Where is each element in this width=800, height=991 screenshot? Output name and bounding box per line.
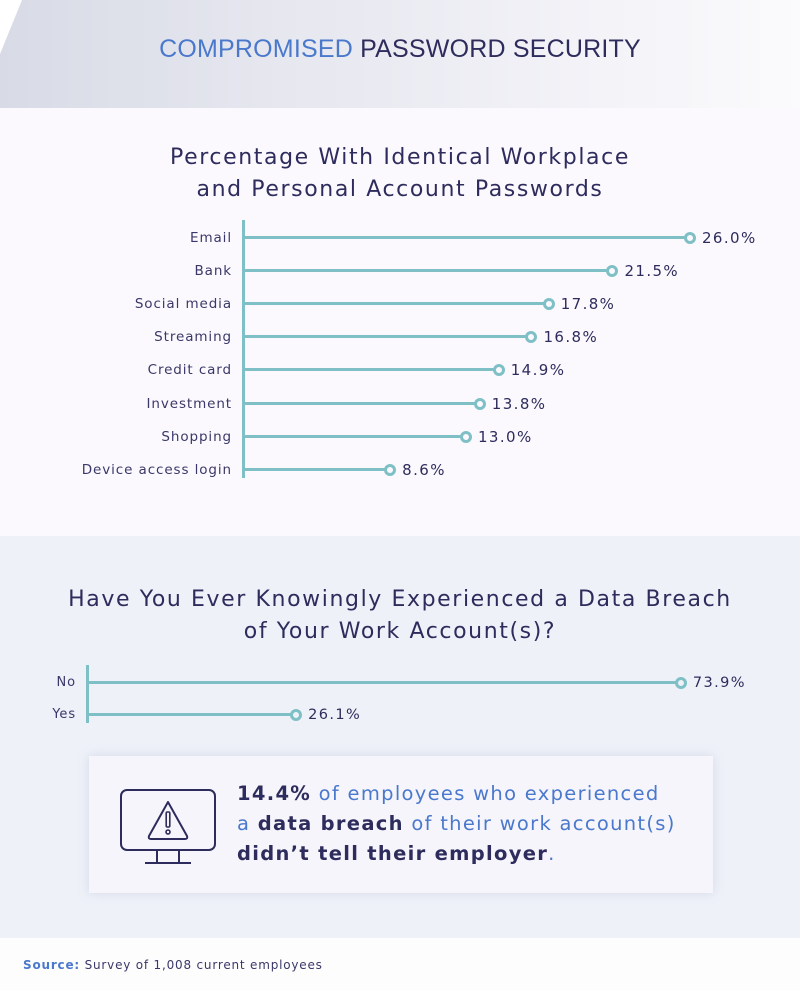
callout-text2b: of their work account(s) xyxy=(403,812,676,835)
callout-line1: 14.4% of employees who experienced xyxy=(237,779,697,809)
source-text: Survey of 1,008 current employees xyxy=(80,958,323,972)
callout-text2a: a xyxy=(237,812,258,835)
footer: Source: Survey of 1,008 current employee… xyxy=(0,938,800,991)
bar-end-marker xyxy=(492,364,505,377)
bar-end-marker xyxy=(384,463,397,476)
bar-category-label: No xyxy=(56,675,76,690)
bar-end-marker xyxy=(473,397,486,410)
chart-axis xyxy=(86,665,89,723)
bar-value-label: 14.9% xyxy=(510,361,566,380)
callout-bold-didnt-tell: didn’t tell their employer xyxy=(237,842,549,865)
header-banner: COMPROMISED PASSWORD SECURITY xyxy=(0,0,800,108)
bar-line xyxy=(242,236,690,239)
chart-bar-row: Credit card 14.9% xyxy=(0,360,800,380)
bar-category-label: Bank xyxy=(194,263,232,280)
chart1-title-line1: Percentage With Identical Workplace xyxy=(170,145,630,170)
callout-stat: 14.4% xyxy=(237,782,312,805)
monitor-warning-icon xyxy=(120,789,216,864)
callout-line2: a data breach of their work account(s) xyxy=(237,809,697,839)
chart1-title-line2: and Personal Account Passwords xyxy=(196,177,604,202)
chart-bar-row: Bank 21.5% xyxy=(0,261,800,281)
bar-end-marker xyxy=(459,430,472,443)
page-title-accent: COMPROMISED xyxy=(159,35,353,63)
bar-end-marker xyxy=(542,298,555,311)
callout-text3: . xyxy=(548,842,556,865)
bar-end-marker xyxy=(674,677,687,689)
bar-category-label: Credit card xyxy=(147,362,232,379)
bar-line xyxy=(242,434,466,438)
bar-line xyxy=(242,368,499,372)
source-note: Source: Survey of 1,008 current employee… xyxy=(23,958,323,972)
bar-value-label: 16.8% xyxy=(543,328,599,347)
bar-line xyxy=(242,335,532,339)
bar-line xyxy=(242,269,613,273)
callout-bold-data-breach: data breach xyxy=(257,812,404,835)
chart-bar-row: No 73.9% xyxy=(0,673,800,693)
bar-value-label: 13.0% xyxy=(477,427,533,446)
chart-axis xyxy=(242,220,245,478)
bar-value-label: 13.8% xyxy=(491,394,547,413)
bar-end-marker xyxy=(290,709,303,721)
callout-text1: of employees who experienced xyxy=(311,782,660,805)
bar-category-label: Shopping xyxy=(161,428,232,445)
bar-value-label: 73.9% xyxy=(692,675,746,691)
source-label: Source: xyxy=(23,958,80,972)
chart2-title-line2: of Your Work Account(s)? xyxy=(243,619,557,644)
callout-line3: didn’t tell their employer. xyxy=(237,839,697,869)
bar-category-label: Streaming xyxy=(154,329,232,346)
bar-value-label: 26.1% xyxy=(308,707,362,723)
bar-end-marker xyxy=(606,265,619,278)
bar-line xyxy=(242,401,480,405)
bar-category-label: Social media xyxy=(134,296,232,313)
identical-passwords-section: Percentage With Identical Workplace and … xyxy=(0,108,800,536)
chart-bar-row: Shopping 13.0% xyxy=(0,427,800,447)
bar-line xyxy=(242,302,549,306)
chart-bar-row: Streaming 16.8% xyxy=(0,327,800,347)
chart1-title: Percentage With Identical Workplace and … xyxy=(0,142,800,206)
chart2-title-line1: Have You Ever Knowingly Experienced a Da… xyxy=(68,587,732,612)
bar-value-label: 17.8% xyxy=(560,295,616,314)
chart-bar-row: Email 26.0% xyxy=(0,228,800,248)
bar-line xyxy=(242,467,391,471)
bar-category-label: Investment xyxy=(146,395,232,412)
page-title-rest: PASSWORD SECURITY xyxy=(360,35,641,63)
chart2-title: Have You Ever Knowingly Experienced a Da… xyxy=(0,584,800,648)
chart-bar-row: Yes 26.1% xyxy=(0,705,800,725)
bar-category-label: Device access login xyxy=(81,461,232,478)
chart-bar-row: Device access login 8.6% xyxy=(0,460,800,480)
page-title: COMPROMISED PASSWORD SECURITY xyxy=(0,35,800,64)
callout-statement: 14.4% of employees who experienced a dat… xyxy=(237,779,697,869)
bar-value-label: 26.0% xyxy=(701,229,757,247)
chart-bar-row: Investment 13.8% xyxy=(0,394,800,414)
bar-category-label: Email xyxy=(190,230,232,246)
bar-line xyxy=(86,681,681,684)
stat-callout-card: 14.4% of employees who experienced a dat… xyxy=(89,756,713,893)
bar-value-label: 8.6% xyxy=(402,460,446,479)
bar-line xyxy=(86,713,297,716)
chart-bar-row: Social media 17.8% xyxy=(0,294,800,314)
bar-value-label: 21.5% xyxy=(624,262,680,281)
bar-end-marker xyxy=(683,232,696,244)
bar-category-label: Yes xyxy=(52,707,76,722)
header-corner-cut xyxy=(0,0,22,54)
bar-end-marker xyxy=(525,331,538,344)
